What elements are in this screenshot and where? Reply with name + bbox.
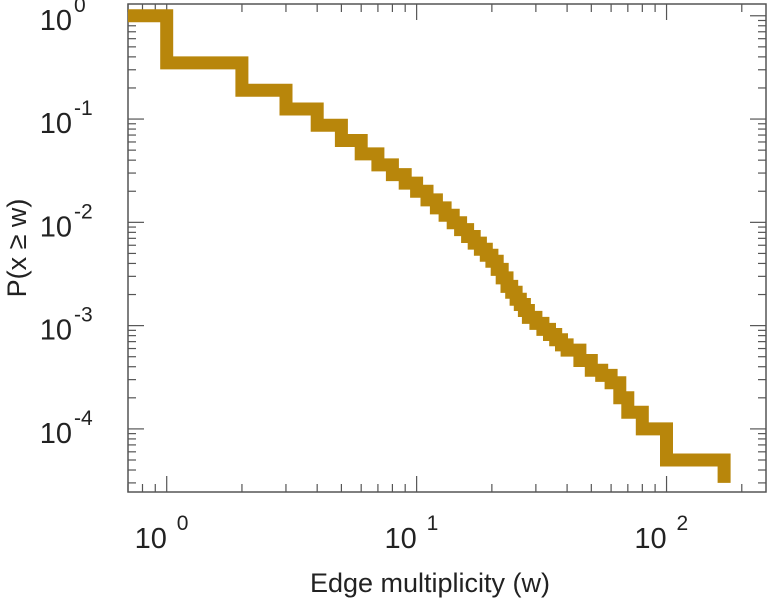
y-tick-label: 10 bbox=[40, 418, 72, 450]
plot-frame bbox=[127, 3, 767, 493]
x-tick-label: 10 bbox=[634, 523, 666, 555]
y-tick-label: 10 bbox=[40, 211, 72, 243]
data-layer bbox=[128, 9, 731, 483]
y-tick-exponent: -2 bbox=[74, 200, 93, 223]
y-tick-exponent: -4 bbox=[74, 407, 93, 430]
tick-labels: 10 0 10 1 10 210 010 -110 -210 -310 -4 bbox=[40, 0, 689, 555]
y-tick-label: 10 bbox=[40, 315, 72, 347]
y-tick-exponent: -1 bbox=[74, 97, 93, 120]
x-tick-exponent: 2 bbox=[677, 512, 689, 535]
y-tick-exponent: 0 bbox=[74, 0, 86, 17]
ccdf-step-line bbox=[128, 9, 731, 483]
y-tick-exponent: -3 bbox=[74, 304, 93, 327]
y-tick-label: 10 bbox=[40, 5, 72, 37]
x-tick-label: 10 bbox=[135, 523, 167, 555]
x-axis-label: Edge multiplicity (w) bbox=[310, 568, 550, 598]
x-tick-exponent: 0 bbox=[177, 512, 189, 535]
y-axis-label: P(x ≥ w) bbox=[2, 199, 32, 298]
axis-ticks bbox=[127, 4, 766, 492]
x-tick-label: 10 bbox=[384, 523, 416, 555]
x-tick-exponent: 1 bbox=[427, 512, 439, 535]
y-tick-label: 10 bbox=[40, 108, 72, 140]
